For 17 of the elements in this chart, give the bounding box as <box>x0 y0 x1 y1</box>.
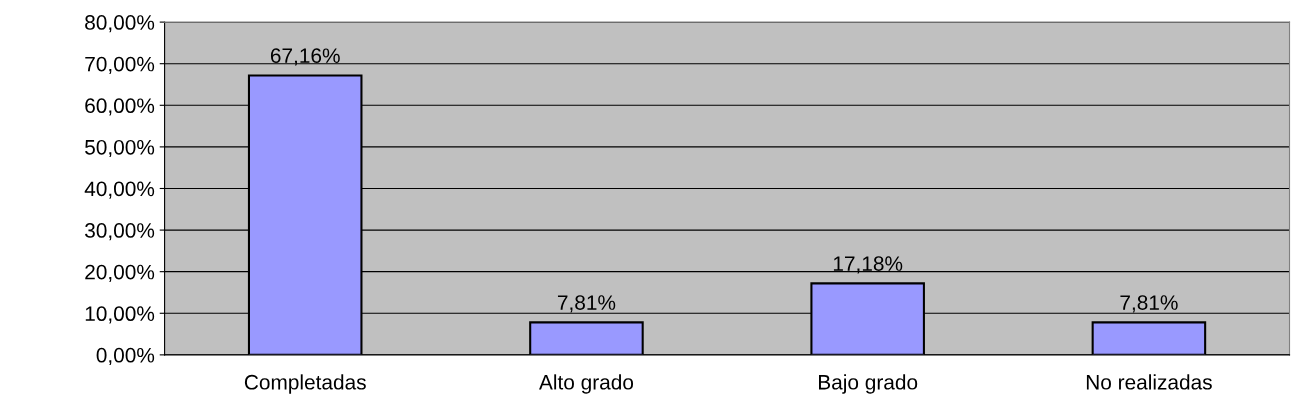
y-tick-label: 50,00% <box>85 139 155 158</box>
data-label: 17,18% <box>833 256 903 274</box>
y-tick-label: 30,00% <box>85 223 155 241</box>
y-tick-label: 80,00% <box>85 15 155 33</box>
x-tick-label: No realizadas <box>1086 374 1212 390</box>
data-label: 7,81% <box>557 295 616 313</box>
y-tick-label: 10,00% <box>85 306 155 324</box>
y-tick-label: 20,00% <box>85 264 155 282</box>
data-label: 67,16% <box>270 48 340 66</box>
y-tick-label: 60,00% <box>85 98 155 116</box>
y-tick-label: 40,00% <box>84 181 155 199</box>
x-tick-label: Completadas <box>244 374 366 394</box>
data-label: 7,81% <box>1120 295 1178 313</box>
x-tick-label: Alto grado <box>539 374 634 394</box>
x-tick-label: Bajo grado <box>819 374 918 394</box>
y-tick-label: 0,00% <box>96 347 155 366</box>
y-tick-label: 70,00% <box>85 56 155 74</box>
